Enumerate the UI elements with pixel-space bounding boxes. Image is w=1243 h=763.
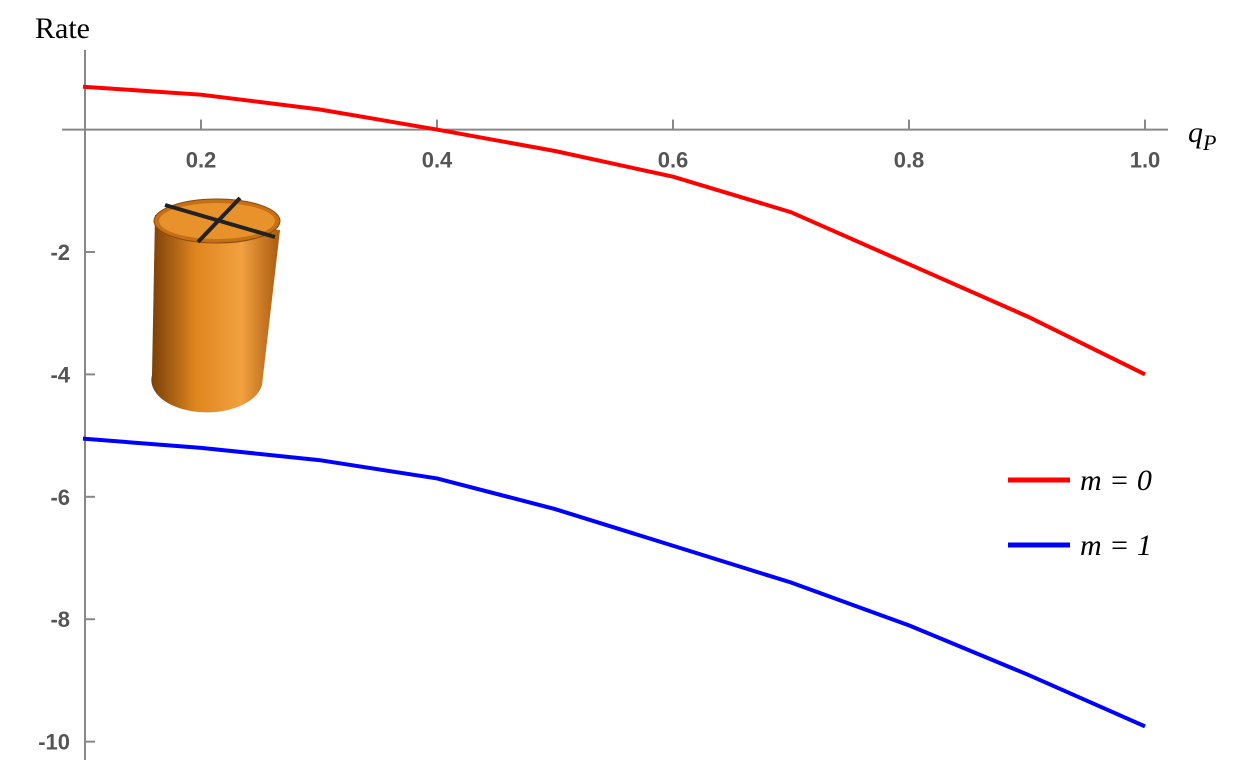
chart: Rate qP 0.2 0.4 0.6 0.8 1.0 -2 -4 -6 -8 -10 m = 0 m… bbox=[0, 0, 1243, 763]
y-tick-label: -2 bbox=[50, 240, 70, 265]
legend-label: m = 0 bbox=[1080, 464, 1152, 497]
legend-label: m = 1 bbox=[1080, 529, 1152, 562]
x-tick-label: 0.4 bbox=[422, 148, 453, 173]
series-line bbox=[83, 439, 1145, 727]
y-tick-label: -6 bbox=[50, 485, 70, 510]
chart-title: Rate bbox=[35, 12, 90, 45]
y-tick-label: -4 bbox=[50, 362, 70, 387]
y-tick-label: -10 bbox=[38, 730, 70, 755]
x-tick-label: 0.2 bbox=[186, 148, 217, 173]
x-axis-label: qP bbox=[1188, 116, 1216, 155]
x-tick-label: 0.6 bbox=[658, 148, 689, 173]
y-tick-label: -8 bbox=[50, 607, 70, 632]
cylinder-illustration bbox=[151, 198, 280, 412]
x-tick-label: 1.0 bbox=[1130, 148, 1161, 173]
x-tick-label: 0.8 bbox=[894, 148, 925, 173]
